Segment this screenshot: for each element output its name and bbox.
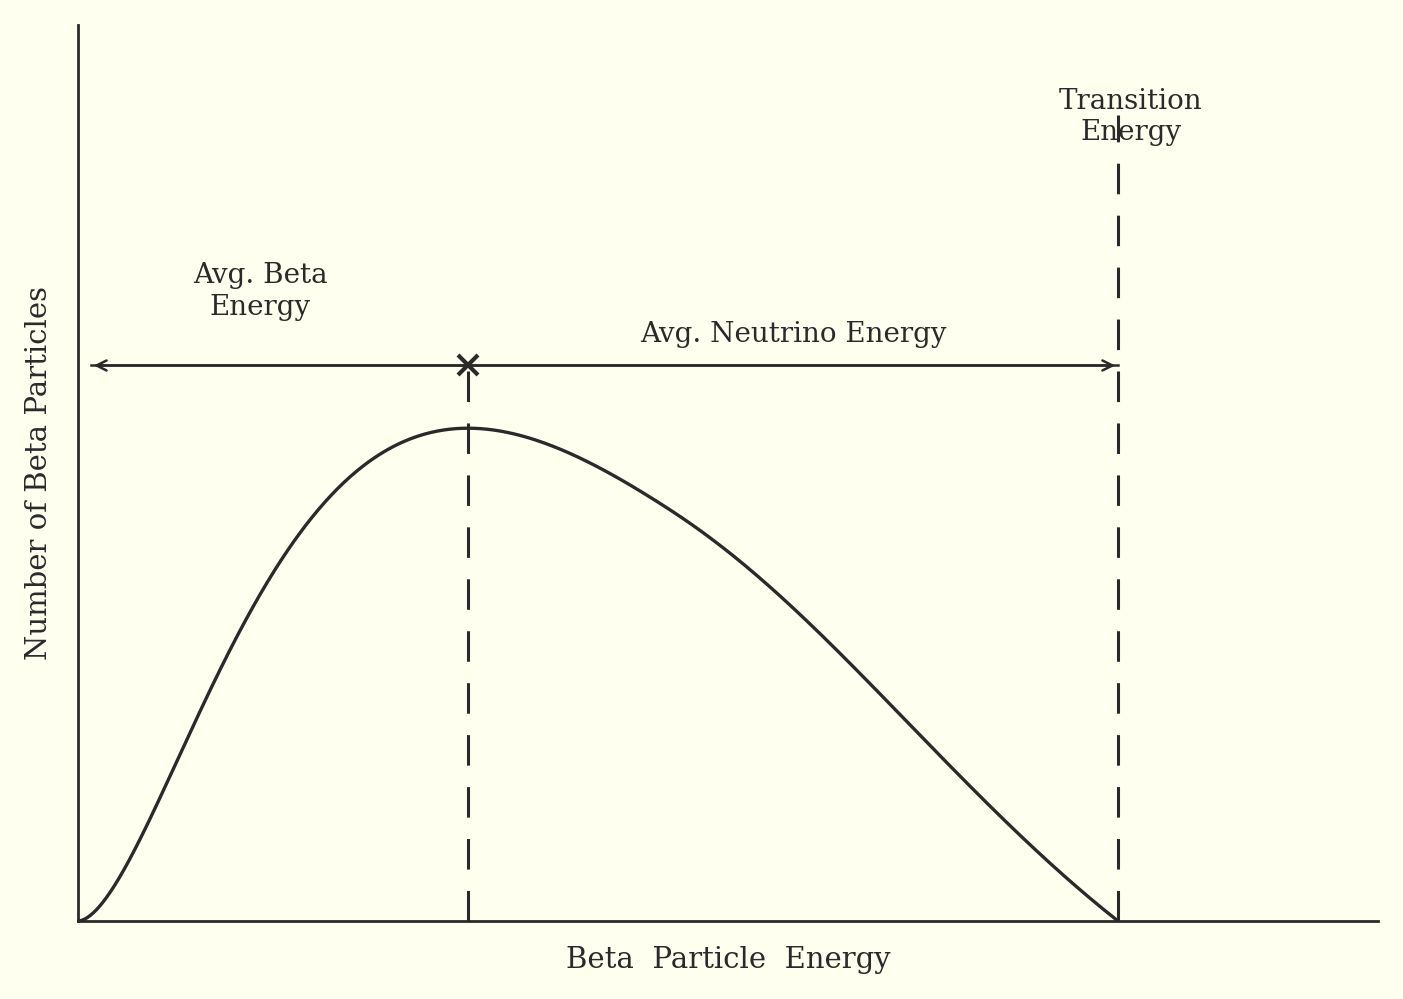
Text: Avg. Beta
Energy: Avg. Beta Energy (192, 263, 327, 321)
Y-axis label: Number of Beta Particles: Number of Beta Particles (25, 286, 53, 660)
X-axis label: Beta  Particle  Energy: Beta Particle Energy (565, 946, 891, 974)
Text: Avg. Neutrino Energy: Avg. Neutrino Energy (640, 321, 946, 348)
Text: Transition
Energy: Transition Energy (1059, 88, 1202, 146)
